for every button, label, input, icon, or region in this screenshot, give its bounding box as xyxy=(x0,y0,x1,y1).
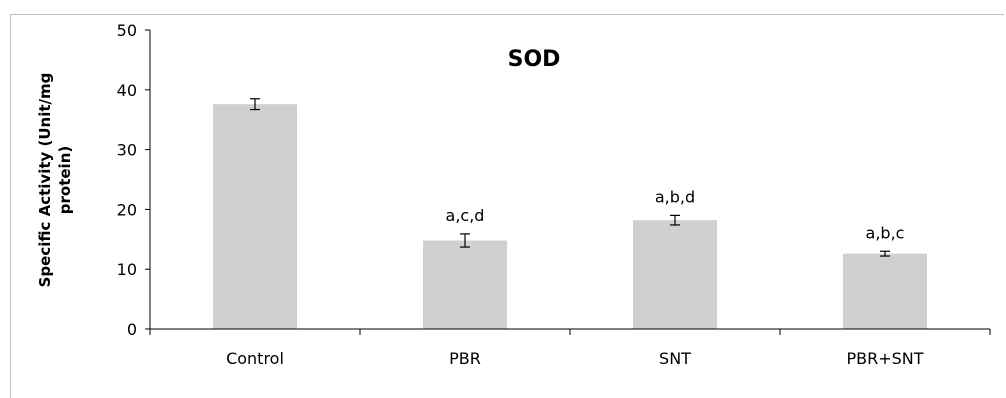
y-tick-label: 50 xyxy=(117,21,137,40)
y-tick-label: 0 xyxy=(127,320,137,339)
x-category-label: Control xyxy=(226,349,284,368)
significance-label: a,b,d xyxy=(655,187,695,206)
y-tick-label: 20 xyxy=(117,200,137,219)
bar-snt xyxy=(633,220,717,329)
y-axis-label-line-2: protein) xyxy=(56,146,74,214)
bar-pbr-snt xyxy=(843,253,927,329)
bar-pbr xyxy=(423,240,507,329)
y-tick-label: 30 xyxy=(117,141,137,160)
bars: a,c,d a,b,d a,b,c xyxy=(213,98,927,329)
x-category-label: PBR+SNT xyxy=(846,349,923,368)
significance-label: a,b,c xyxy=(866,223,905,242)
y-tick-label: 40 xyxy=(117,81,137,100)
chart-frame xyxy=(10,14,1004,398)
x-category-label: PBR xyxy=(449,349,481,368)
y-axis-label-line-1: Specific Activity (Unit/mg xyxy=(36,73,54,288)
y-tick-label: 10 xyxy=(117,260,137,279)
bar-control xyxy=(213,104,297,329)
x-axis: Control PBR SNT PBR+SNT xyxy=(149,328,991,368)
y-axis: 0 10 20 30 40 50 xyxy=(117,21,151,339)
significance-label: a,c,d xyxy=(446,206,485,225)
x-category-label: SNT xyxy=(659,349,691,368)
chart-title: SOD xyxy=(508,47,561,72)
